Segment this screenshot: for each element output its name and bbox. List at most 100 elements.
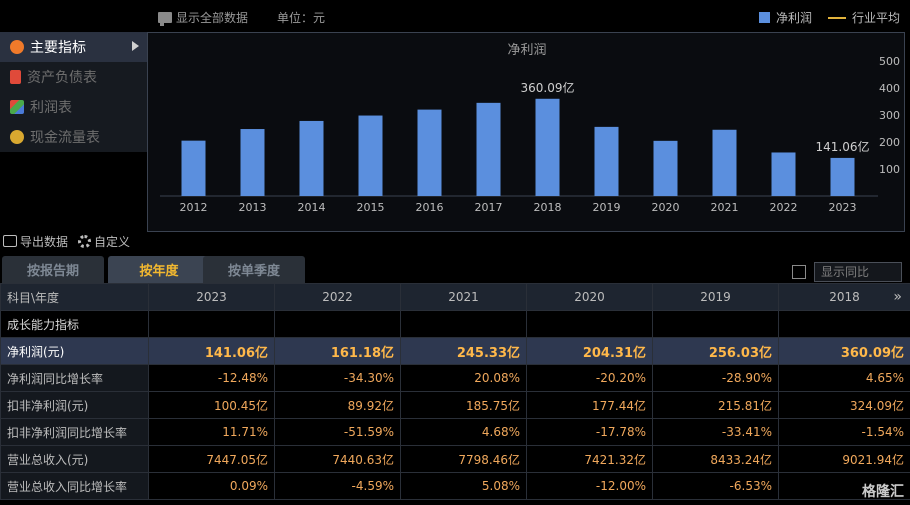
x-tick-label: 2019	[593, 201, 621, 214]
more-columns-icon[interactable]: »	[893, 289, 902, 305]
cell-value	[274, 310, 401, 338]
table-row[interactable]: 扣非净利润(元) 100.45亿 89.92亿 185.75亿 177.44亿 215.8…	[0, 391, 910, 419]
watermark-logo: 格隆汇	[862, 484, 904, 500]
menu-item-cash-flow[interactable]: 现金流量表	[0, 122, 147, 152]
bar-2012[interactable]	[181, 140, 206, 196]
menu-item-main-indicators[interactable]: 主要指标	[0, 32, 147, 62]
cell-value: 161.18亿	[274, 337, 401, 365]
yoy-select[interactable]: 显示同比	[814, 262, 902, 282]
header-year[interactable]: 2021	[400, 283, 527, 311]
cell-value: -1.54%	[778, 418, 910, 446]
header-first: 科目\年度	[0, 283, 149, 311]
cell-value: 7421.32亿	[526, 445, 653, 473]
cell-value: -34.30%	[274, 364, 401, 392]
cell-value: 5.08%	[400, 472, 527, 500]
show-all-data-toggle[interactable]: 显示全部数据	[158, 9, 248, 26]
yoy-checkbox[interactable]	[792, 265, 806, 279]
menu-item-balance-sheet[interactable]: 资产负债表	[0, 62, 147, 92]
row-label: 扣非净利润(元)	[0, 391, 149, 419]
table-row[interactable]: 营业总收入同比增长率 0.09% -4.59% 5.08% -12.00% -6.53%	[0, 472, 910, 500]
yoy-control: 显示同比	[792, 262, 902, 282]
x-tick-label: 2021	[711, 201, 739, 214]
row-label: 营业总收入同比增长率	[0, 472, 149, 500]
cell-value	[148, 310, 275, 338]
table-row[interactable]: 成长能力指标	[0, 310, 910, 338]
export-data-button[interactable]: 导出数据	[3, 233, 68, 250]
x-tick-label: 2020	[652, 201, 680, 214]
bar-2014[interactable]	[299, 120, 324, 196]
cell-value: -51.59%	[274, 418, 401, 446]
cell-value: 204.31亿	[526, 337, 653, 365]
header-year[interactable]: 2022	[274, 283, 401, 311]
menu-item-label: 资产负债表	[27, 70, 97, 86]
x-tick-label: 2016	[416, 201, 444, 214]
customize-button[interactable]: 自定义	[78, 233, 130, 250]
y-tick-label: 200	[879, 136, 900, 149]
cell-value: 215.81亿	[652, 391, 779, 419]
header-year[interactable]: 2023	[148, 283, 275, 311]
cell-value: -28.90%	[652, 364, 779, 392]
cell-value	[400, 310, 527, 338]
indicator-table: 科目\年度 2023 2022 2021 2020 2019 2018 » 成长…	[0, 283, 910, 500]
tab-by-report-period[interactable]: 按报告期	[2, 256, 104, 283]
bar-2015[interactable]	[358, 115, 383, 196]
arrow-right-icon	[132, 41, 139, 51]
header-year[interactable]: 2020	[526, 283, 653, 311]
table-row[interactable]: 营业总收入(元) 7447.05亿 7440.63亿 7798.46亿 7421.32亿…	[0, 445, 910, 473]
bar-2019[interactable]	[594, 126, 619, 196]
cell-value: 20.08%	[400, 364, 527, 392]
legend-line-label[interactable]: 行业平均	[851, 11, 900, 25]
y-tick-label: 500	[879, 55, 900, 68]
cell-value	[778, 310, 910, 338]
data-label: 141.06亿	[816, 139, 870, 154]
chart-canvas: 500 400 300 200 100 2012 2013 2014 2015 2016 2017 2…	[160, 55, 900, 214]
x-tick-label: 2013	[239, 201, 267, 214]
row-label: 净利润同比增长率	[0, 364, 149, 392]
menu-item-label: 现金流量表	[30, 130, 100, 146]
legend-line-swatch	[827, 16, 846, 19]
bar-2022[interactable]	[771, 152, 796, 196]
bar-2018[interactable]	[535, 98, 560, 196]
star-icon	[10, 40, 24, 54]
bar-2020[interactable]	[653, 140, 678, 196]
cell-value: 256.03亿	[652, 337, 779, 365]
chart-legend: 净利润 行业平均	[758, 9, 900, 26]
cell-value: 360.09亿	[778, 337, 910, 365]
tab-by-quarter[interactable]: 按单季度	[203, 256, 305, 283]
table-row[interactable]: 净利润(元) 141.06亿 161.18亿 245.33亿 204.31亿 256.03…	[0, 337, 910, 365]
legend-bar-label[interactable]: 净利润	[775, 11, 812, 25]
table-row[interactable]: 净利润同比增长率 -12.48% -34.30% 20.08% -20.20% -28.9…	[0, 364, 910, 392]
cell-value: -33.41%	[652, 418, 779, 446]
cell-value: 7798.46亿	[400, 445, 527, 473]
row-label: 净利润(元)	[0, 337, 149, 365]
bar-2021[interactable]	[712, 129, 737, 196]
tab-by-year[interactable]: 按年度	[108, 256, 210, 283]
header-year[interactable]: 2019	[652, 283, 779, 311]
cell-value: -6.53%	[652, 472, 779, 500]
cell-value: -12.48%	[148, 364, 275, 392]
bar-2023[interactable]	[830, 157, 855, 196]
cell-value: -20.20%	[526, 364, 653, 392]
monitor-icon	[158, 12, 172, 26]
gear-icon	[78, 234, 92, 248]
menu-item-label: 利润表	[30, 100, 72, 116]
cell-value	[652, 310, 779, 338]
bar-2016[interactable]	[417, 109, 442, 196]
bar-2017[interactable]	[476, 102, 501, 196]
cell-value: 4.68%	[400, 418, 527, 446]
header-year-last: 2018 »	[778, 283, 910, 311]
x-tick-label: 2022	[770, 201, 798, 214]
menu-item-income-statement[interactable]: 利润表	[0, 92, 147, 122]
data-label: 360.09亿	[521, 80, 575, 95]
cell-value: 100.45亿	[148, 391, 275, 419]
x-tick-label: 2017	[475, 201, 503, 214]
bar-2013[interactable]	[240, 129, 265, 196]
menu-item-label: 主要指标	[30, 40, 86, 56]
cell-value: -4.59%	[274, 472, 401, 500]
show-all-label: 显示全部数据	[176, 11, 249, 25]
y-tick-label: 100	[879, 163, 900, 176]
legend-bar-swatch	[758, 12, 770, 23]
table-row[interactable]: 扣非净利润同比增长率 11.71% -51.59% 4.68% -17.78% -33.4…	[0, 418, 910, 446]
header-year[interactable]: 2018	[829, 290, 860, 304]
cell-value: 324.09亿	[778, 391, 910, 419]
